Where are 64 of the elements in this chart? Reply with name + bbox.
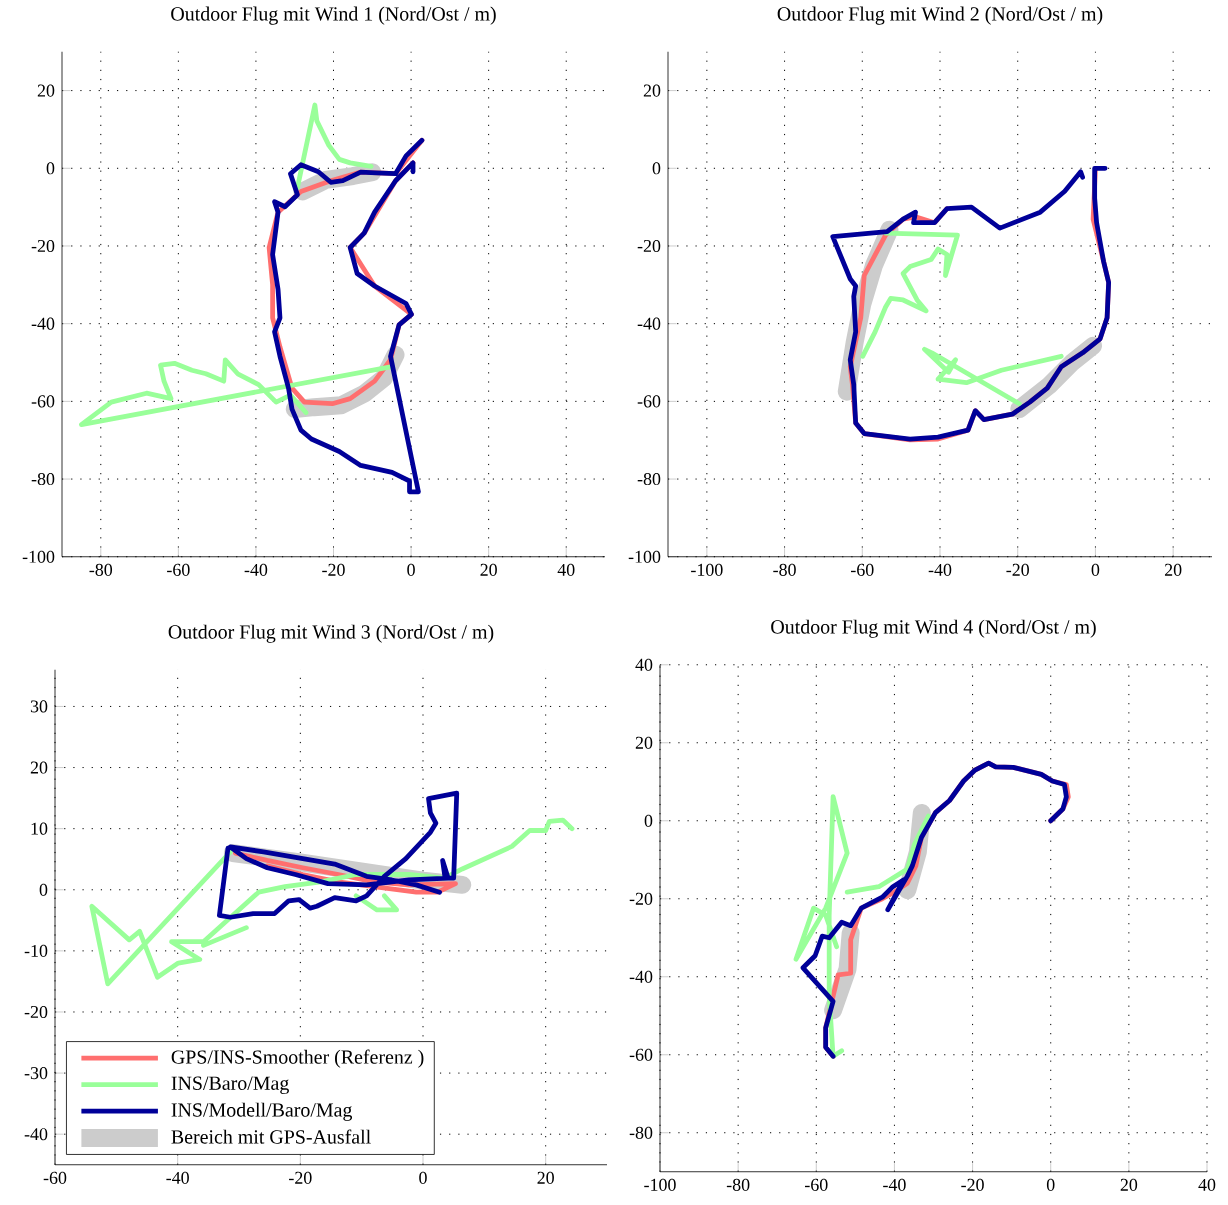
legend-label: INS/Modell/Baro/Mag bbox=[171, 1102, 353, 1121]
y-tick-label: -60 bbox=[629, 1048, 653, 1061]
x-tick-label: -40 bbox=[928, 563, 952, 577]
y-tick-label: -100 bbox=[22, 550, 55, 563]
y-tick-label: -40 bbox=[629, 970, 653, 983]
y-tick-label: -80 bbox=[31, 473, 55, 486]
legend-label: INS/Baro/Mag bbox=[171, 1076, 289, 1095]
x-tick-label: -100 bbox=[691, 563, 723, 577]
chart-title: Outdoor Flug mit Wind 3 (Nord/Ost / m) bbox=[168, 624, 494, 643]
x-tick-label: 0 bbox=[407, 563, 415, 577]
x-tick-label: 20 bbox=[537, 1171, 554, 1185]
x-tick-label: 20 bbox=[1164, 563, 1182, 577]
y-tick-label: -40 bbox=[31, 317, 55, 330]
x-tick-label: 0 bbox=[419, 1171, 427, 1185]
y-tick-label: 30 bbox=[30, 700, 48, 713]
y-tick-label: 20 bbox=[643, 84, 661, 97]
y-tick-label: -40 bbox=[24, 1128, 48, 1141]
x-tick-label: -60 bbox=[167, 563, 190, 577]
y-tick-label: -80 bbox=[637, 473, 661, 486]
legend-label: GPS/INS-Smoother (Referenz ) bbox=[171, 1049, 424, 1068]
x-tick-label: 40 bbox=[557, 563, 575, 577]
chart-title: Outdoor Flug mit Wind 1 (Nord/Ost / m) bbox=[171, 6, 496, 25]
x-tick-label: -40 bbox=[244, 563, 268, 577]
x-tick-label: -40 bbox=[166, 1171, 189, 1185]
legend-label: Bereich mit GPS-Ausfall bbox=[171, 1129, 371, 1144]
line-series bbox=[216, 790, 460, 920]
x-tick-label: -80 bbox=[726, 1178, 750, 1192]
y-tick-label: 20 bbox=[635, 736, 653, 749]
x-tick-label: -20 bbox=[1006, 563, 1029, 577]
chart-title: Outdoor Flug mit Wind 4 (Nord/Ost / m) bbox=[771, 619, 1096, 638]
x-tick-label: 0 bbox=[1046, 1178, 1055, 1192]
x-tick-label: -20 bbox=[322, 563, 345, 577]
x-tick-label: 20 bbox=[480, 563, 497, 577]
x-tick-label: -80 bbox=[773, 563, 796, 577]
y-tick-label: -60 bbox=[31, 395, 55, 408]
x-tick-label: -20 bbox=[961, 1178, 984, 1192]
x-tick-label: -60 bbox=[851, 563, 874, 577]
y-tick-label: 0 bbox=[39, 883, 48, 896]
chart-title: Outdoor Flug mit Wind 2 (Nord/Ost / m) bbox=[777, 6, 1103, 25]
y-tick-label: 0 bbox=[644, 814, 653, 827]
y-tick-label: 20 bbox=[30, 761, 48, 774]
line-series bbox=[270, 138, 425, 495]
x-tick-label: 20 bbox=[1120, 1178, 1138, 1192]
x-tick-label: -40 bbox=[883, 1178, 906, 1192]
y-tick-label: 0 bbox=[46, 162, 55, 175]
y-tick-label: -20 bbox=[31, 240, 55, 253]
y-tick-label: -30 bbox=[24, 1067, 48, 1080]
y-tick-label: -100 bbox=[628, 550, 661, 563]
y-tick-label: -60 bbox=[637, 395, 661, 408]
y-tick-label: -20 bbox=[629, 892, 653, 905]
y-tick-label: -20 bbox=[24, 1006, 48, 1019]
y-tick-label: -40 bbox=[637, 317, 661, 330]
y-tick-label: 10 bbox=[31, 822, 48, 835]
y-tick-label: -10 bbox=[24, 944, 48, 958]
y-tick-label: 20 bbox=[37, 84, 55, 97]
x-tick-label: -60 bbox=[805, 1178, 828, 1192]
y-tick-label: 0 bbox=[652, 162, 661, 175]
y-tick-label: -20 bbox=[637, 240, 661, 253]
x-tick-label: -80 bbox=[89, 563, 113, 577]
y-tick-label: 40 bbox=[635, 658, 653, 671]
x-tick-label: 0 bbox=[1091, 563, 1100, 577]
x-tick-label: 40 bbox=[1198, 1178, 1216, 1192]
y-tick-label: -80 bbox=[629, 1126, 653, 1139]
x-tick-label: -20 bbox=[289, 1171, 312, 1185]
